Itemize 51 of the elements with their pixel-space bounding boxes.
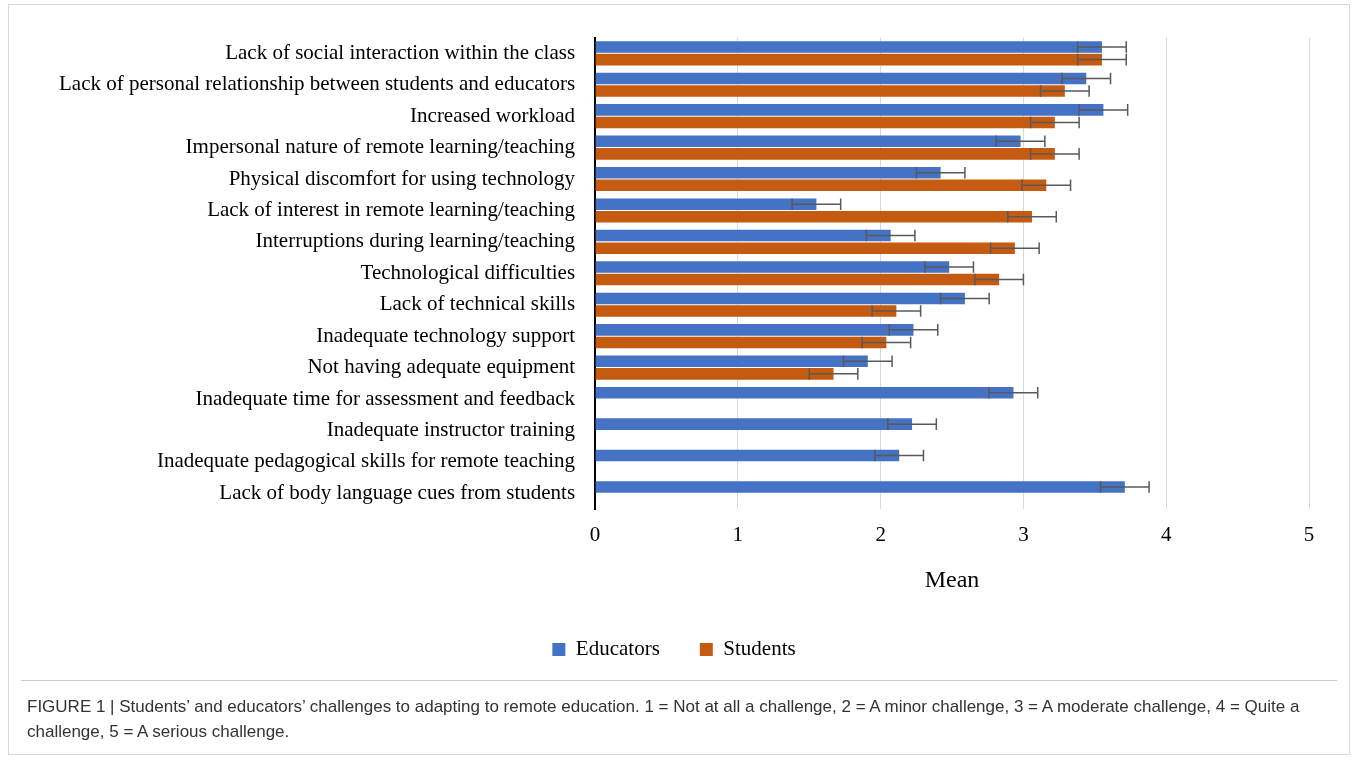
y-tick-label: Technological difficulties	[360, 259, 576, 284]
x-tick-label: 3	[1018, 522, 1029, 547]
bar	[595, 386, 1014, 399]
bar	[595, 198, 817, 210]
bar	[595, 116, 1055, 129]
x-axis-title: Mean	[924, 565, 980, 592]
bar	[595, 85, 1065, 97]
y-tick-label: Not having adequate equipment	[307, 354, 576, 379]
y-tick-label: Impersonal nature of remote learning/teaching	[185, 134, 576, 159]
x-tick-label: 2	[875, 522, 886, 547]
y-tick-label: Inadequate pedagogical skills for remote teaching	[156, 448, 576, 473]
bar	[595, 242, 1015, 254]
bar	[595, 418, 913, 430]
bar	[595, 135, 1021, 148]
bar	[595, 449, 900, 462]
bar	[595, 229, 891, 242]
bar	[595, 355, 868, 368]
caption: FIGURE 1 | Students’ and educators’ challenges to adapting to remote education. 1 = Not at all a challenge, 2 = A minor challenge, 3 = A moderate challenge, 4 = Quite a challenge, 5 = A serious challenge.	[21, 680, 1337, 755]
y-tick-label: Lack of social interaction within the class	[225, 39, 576, 64]
bar	[595, 148, 1055, 160]
x-tick-label: 1	[732, 522, 744, 547]
bar	[595, 210, 1032, 223]
x-tick-label: 5	[1303, 522, 1315, 547]
legend-label: Educators	[575, 636, 660, 661]
y-tick-label: Physical discomfort for using technology	[228, 165, 576, 190]
bar	[595, 41, 1102, 53]
y-tick-label: Lack of body language cues from students	[219, 479, 576, 504]
x-tick-label: 0	[589, 522, 601, 547]
bar	[595, 324, 914, 336]
bar	[595, 368, 834, 380]
y-tick-label: Lack of interest in remote learning/teaching	[207, 196, 576, 221]
bar	[595, 261, 950, 273]
bar	[595, 336, 887, 349]
bar	[595, 481, 1125, 493]
legend-label: Students	[723, 636, 796, 661]
y-tick-label: Interruptions during learning/teaching	[255, 228, 576, 253]
y-tick-label: Lack of personal relationship between students and educators	[58, 71, 576, 96]
bar	[595, 292, 965, 305]
bar	[595, 53, 1102, 66]
y-tick-label: Increased workload	[410, 102, 576, 127]
bar	[595, 104, 1104, 116]
bar	[595, 179, 1047, 192]
y-tick-label: Lack of technical skills	[379, 291, 576, 316]
bar	[595, 72, 1087, 85]
bar	[595, 166, 941, 179]
bar	[595, 305, 897, 317]
y-tick-label: Inadequate technology support	[316, 322, 576, 347]
y-tick-label: Inadequate time for assessment and feedback	[195, 385, 576, 410]
x-tick-label: 4	[1160, 522, 1172, 547]
y-tick-label: Inadequate instructor training	[326, 416, 576, 441]
bar	[595, 273, 1000, 286]
